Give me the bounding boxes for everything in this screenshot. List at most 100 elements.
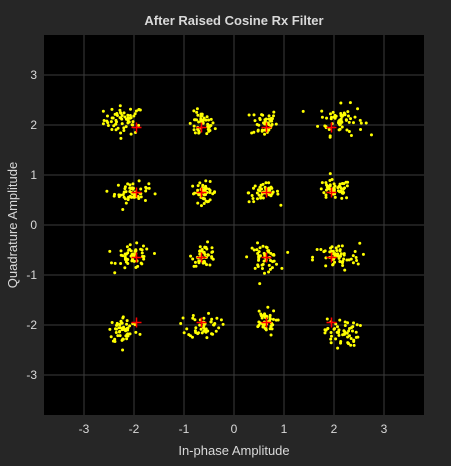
sample-point [187, 333, 191, 337]
sample-point [190, 335, 194, 339]
sample-point [250, 194, 254, 198]
sample-point [341, 259, 345, 263]
sample-point [340, 125, 344, 129]
sample-point [130, 259, 134, 263]
sample-point [126, 182, 130, 186]
sample-point [328, 250, 332, 254]
sample-point [193, 329, 197, 333]
sample-point [115, 323, 119, 327]
sample-point [345, 331, 349, 335]
sample-point [329, 334, 333, 338]
sample-point [211, 250, 215, 254]
sample-point [114, 118, 118, 122]
sample-point [269, 333, 273, 337]
sample-point [347, 130, 351, 134]
sample-point [133, 249, 137, 253]
sample-point [121, 254, 125, 258]
sample-point [179, 321, 183, 325]
sample-point [197, 120, 201, 124]
sample-point [252, 200, 256, 204]
x-tick-label: 2 [331, 422, 338, 436]
sample-point [337, 333, 341, 337]
reference-point [131, 317, 142, 328]
x-tick-labels: -3 -2 -1 0 1 2 3 [79, 422, 388, 436]
sample-point [199, 117, 203, 121]
sample-point [334, 246, 338, 250]
sample-point [329, 117, 333, 121]
sample-point [109, 261, 113, 265]
sample-point [118, 323, 122, 327]
sample-point [201, 121, 205, 125]
sample-point [280, 266, 284, 270]
sample-point [352, 321, 356, 325]
sample-point [268, 189, 272, 193]
sample-point [339, 101, 343, 105]
sample-point [102, 119, 106, 123]
sample-point [130, 123, 134, 127]
sample-point [338, 248, 342, 252]
sample-point [203, 252, 207, 256]
sample-point [359, 121, 363, 125]
sample-point [268, 313, 272, 317]
sample-point [329, 331, 333, 335]
sample-point [265, 246, 269, 250]
sample-point [328, 172, 332, 176]
sample-point [193, 131, 197, 135]
sample-point [121, 207, 125, 211]
sample-point [198, 245, 202, 249]
sample-point [336, 186, 340, 190]
sample-point [333, 252, 337, 256]
sample-point [346, 342, 350, 346]
y-tick-labels: -3 -2 -1 0 1 2 3 [26, 68, 37, 382]
sample-point [113, 327, 117, 331]
sample-point [145, 247, 149, 251]
sample-point [343, 186, 347, 190]
sample-point [340, 244, 344, 248]
sample-point [361, 252, 365, 256]
sample-point [263, 119, 267, 123]
sample-point [263, 252, 267, 256]
sample-point [206, 240, 210, 244]
sample-point [286, 250, 290, 254]
sample-point [188, 121, 192, 125]
sample-point [345, 258, 349, 262]
sample-point [125, 337, 129, 341]
sample-point [337, 128, 341, 132]
reference-point [261, 317, 272, 328]
sample-point [263, 128, 267, 132]
sample-point [125, 245, 129, 249]
sample-point [250, 246, 254, 250]
sample-point [113, 192, 117, 196]
sample-point [120, 328, 124, 332]
sample-point [257, 255, 261, 259]
sample-point [355, 323, 359, 327]
x-tick-label: -1 [179, 422, 190, 436]
reference-markers [131, 122, 337, 328]
sample-point [123, 115, 127, 119]
sample-point [219, 318, 223, 322]
sample-point [132, 195, 136, 199]
sample-point [202, 116, 206, 120]
sample-point [345, 196, 349, 200]
sample-point [200, 331, 204, 335]
sample-point [120, 113, 124, 117]
sample-point [261, 113, 265, 117]
sample-point [140, 251, 144, 255]
sample-point [134, 109, 138, 113]
sample-point [341, 263, 345, 267]
sample-point [205, 200, 209, 204]
sample-point [128, 186, 132, 190]
sample-point [356, 107, 360, 111]
sample-point [269, 194, 273, 198]
sample-point [316, 124, 320, 128]
reference-point [261, 252, 272, 263]
sample-point [194, 326, 198, 330]
sample-point [128, 324, 132, 328]
sample-point [125, 334, 129, 338]
sample-point [354, 330, 358, 334]
sample-point [267, 263, 271, 267]
sample-point [339, 111, 343, 115]
sample-point [119, 136, 123, 140]
